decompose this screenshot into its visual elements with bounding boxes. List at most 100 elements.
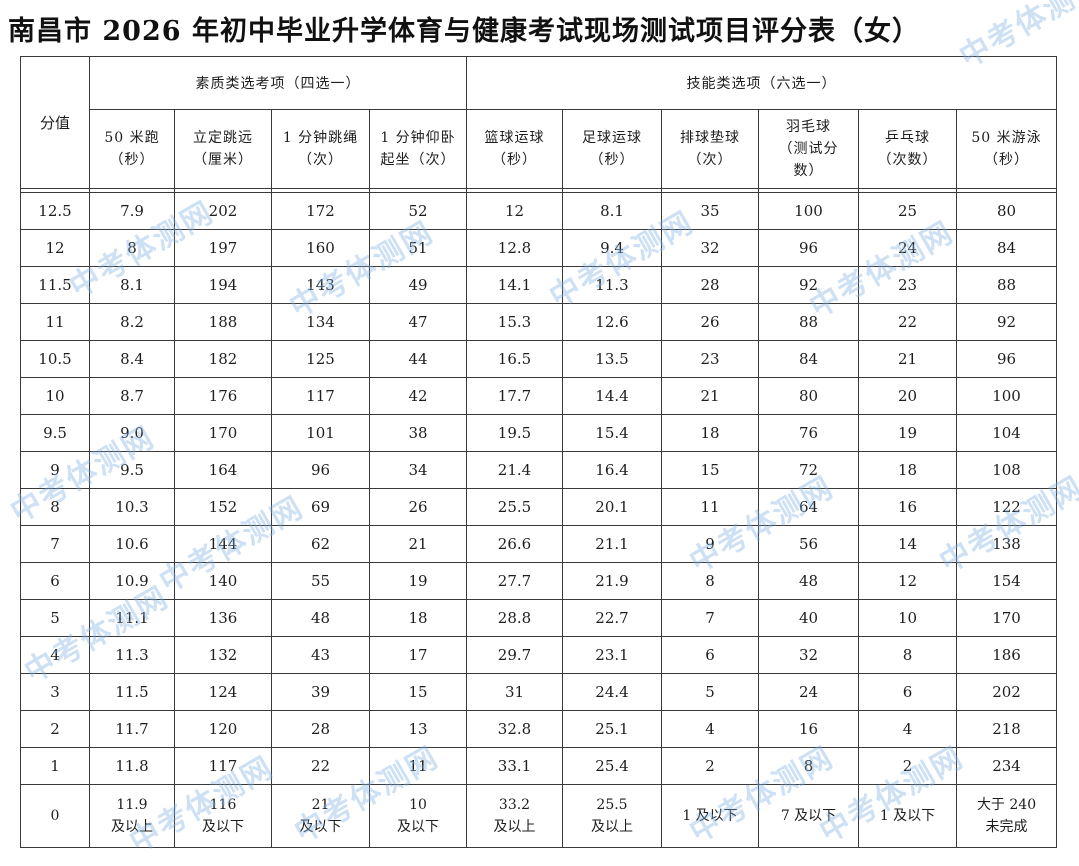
table-cell: 7.9 <box>89 192 175 230</box>
table-cell: 39 <box>271 673 370 711</box>
table-cell: 52 <box>369 192 467 230</box>
table-cell: 48 <box>271 599 370 637</box>
table-cell: 43 <box>271 636 370 674</box>
score-cell: 4 <box>20 636 90 674</box>
table-cell: 152 <box>174 488 272 526</box>
table-cell: 170 <box>955 599 1058 637</box>
table-cell: 84 <box>955 229 1058 267</box>
column-header-line: 乒乓球 <box>885 130 930 146</box>
table-cell: 8 <box>758 747 859 785</box>
column-header-line: （次） <box>687 152 733 168</box>
cell-line: 1 及以下 <box>682 808 738 824</box>
table-cell: 11 <box>369 747 467 785</box>
table-cell: 22.7 <box>562 599 662 637</box>
table-cell: 72 <box>758 451 859 489</box>
cell-line: 7 及以下 <box>780 808 837 824</box>
cell-line: 10 <box>409 797 427 813</box>
table-cell: 11.8 <box>89 747 175 785</box>
table-cell: 160 <box>271 229 370 267</box>
table-cell: 122 <box>955 488 1058 526</box>
table-cell: 84 <box>758 340 859 378</box>
cell-line: 1 及以下 <box>879 808 936 824</box>
cell-line: 33.2 <box>498 797 531 813</box>
table-cell: 218 <box>955 710 1058 748</box>
cell-line: 25.5 <box>596 797 628 813</box>
table-cell: 144 <box>174 525 272 563</box>
score-column-header: 分值 <box>20 56 90 189</box>
table-cell: 40 <box>758 599 859 637</box>
table-row: 12 8 197 160 51 12.8 9.4 32 96 24 84 <box>20 229 1058 267</box>
table-cell: 11.5 <box>89 673 175 711</box>
table-cell: 16.5 <box>466 340 563 378</box>
table-cell: 23.1 <box>562 636 662 674</box>
column-header-line: 1 分钟仰卧 <box>380 130 456 146</box>
column-header-line: 羽毛球 <box>786 119 831 135</box>
table-cell: 10.9 <box>89 562 175 600</box>
score-cell: 9.5 <box>20 414 90 452</box>
table-cell: 55 <box>271 562 370 600</box>
table-row: 1 11.8 117 22 11 33.1 25.4 2 8 2 234 <box>20 747 1058 785</box>
table-cell: 32 <box>661 229 759 267</box>
table-cell: 120 <box>174 710 272 748</box>
score-cell: 11 <box>20 303 90 341</box>
table-cell: 12.8 <box>466 229 563 267</box>
table-cell: 4 <box>858 710 957 748</box>
table-cell: 170 <box>174 414 272 452</box>
column-header-line: 1 分钟跳绳 <box>282 130 359 146</box>
table-cell: 8.1 <box>89 266 175 304</box>
table-row: 11 8.2 188 134 47 15.3 12.6 26 88 22 92 <box>20 303 1058 341</box>
table-cell: 100 <box>758 192 859 230</box>
page-title: 南昌市 2026 年初中毕业升学体育与健康考试现场测试项目评分表（女） <box>8 16 920 47</box>
column-header-line: 排球垫球 <box>680 130 740 146</box>
column-header-line: 起坐（次） <box>380 152 456 168</box>
table-cell: 9 <box>661 525 759 563</box>
table-cell: 15 <box>369 673 467 711</box>
score-cell: 10 <box>20 377 90 415</box>
cell-line: 大于 240 <box>976 797 1037 813</box>
table-cell: 大于 240 未完成 <box>955 784 1058 848</box>
table-cell: 56 <box>758 525 859 563</box>
table-cell: 15.4 <box>562 414 662 452</box>
score-cell: 12 <box>20 229 90 267</box>
column-header: 排球垫球 （次） <box>661 109 759 189</box>
table-cell: 11.9 及以上 <box>89 784 175 848</box>
table-cell: 21 及以下 <box>271 784 370 848</box>
table-cell: 80 <box>758 377 859 415</box>
table-row: 10.5 8.4 182 125 44 16.5 13.5 23 84 21 96 <box>20 340 1058 378</box>
score-cell: 11.5 <box>20 266 90 304</box>
column-header: 足球运球 （秒） <box>562 109 662 189</box>
column-header-line: （厘米） <box>193 152 253 168</box>
table-cell: 13 <box>369 710 467 748</box>
table-cell: 188 <box>174 303 272 341</box>
table-cell: 19.5 <box>466 414 563 452</box>
table-cell: 26 <box>661 303 759 341</box>
table-cell: 21.1 <box>562 525 662 563</box>
table-cell: 47 <box>369 303 467 341</box>
table-cell: 1 及以下 <box>858 784 957 848</box>
table-cell: 25.5 <box>466 488 563 526</box>
table-cell: 1 及以下 <box>661 784 759 848</box>
score-cell: 12.5 <box>20 192 90 230</box>
table-cell: 17 <box>369 636 467 674</box>
table-row: 12.5 7.9 202 172 52 12 8.1 35 100 25 80 <box>20 192 1058 230</box>
score-table: 分值 素质类选考项（四选一） 技能类选项（六选一） 50 米跑 （秒） 立定跳远 （厘… <box>20 56 1058 848</box>
cell-line: 及以下 <box>202 819 244 835</box>
table-cell: 132 <box>174 636 272 674</box>
table-cell: 6 <box>858 673 957 711</box>
cell-line: 未完成 <box>985 819 1028 835</box>
column-header: 1 分钟仰卧 起坐（次） <box>369 109 467 189</box>
table-cell: 8.2 <box>89 303 175 341</box>
group-header-skills: 技能类选项（六选一） <box>465 56 1058 110</box>
table-cell: 21.9 <box>562 562 662 600</box>
table-cell: 62 <box>271 525 370 563</box>
table-cell: 23 <box>661 340 759 378</box>
table-cell: 8.4 <box>89 340 175 378</box>
table-cell: 16.4 <box>562 451 662 489</box>
table-cell: 176 <box>174 377 272 415</box>
table-row: 8 10.3 152 69 26 25.5 20.1 11 64 16 122 <box>20 488 1058 526</box>
table-cell: 14 <box>858 525 957 563</box>
table-cell: 154 <box>955 562 1058 600</box>
table-row: 9.5 9.0 170 101 38 19.5 15.4 18 76 19 104 <box>20 414 1058 452</box>
column-header-line: （秒） <box>109 152 155 168</box>
table-cell: 8 <box>661 562 759 600</box>
